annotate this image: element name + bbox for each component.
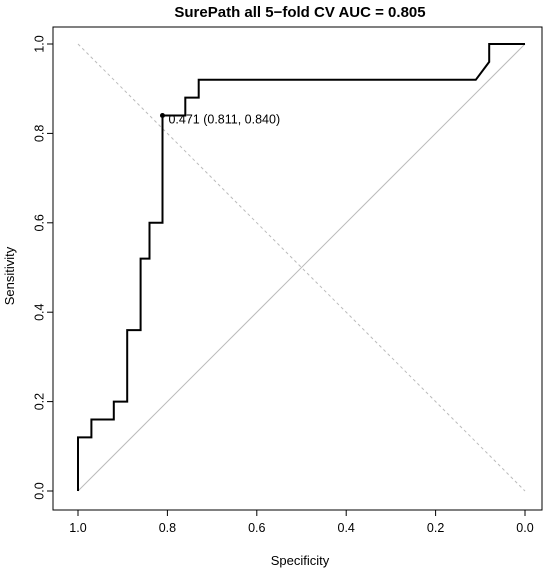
- y-axis-label: Sensitivity: [2, 246, 17, 305]
- plot-frame: [52, 26, 543, 511]
- chart-title: SurePath all 5−fold CV AUC = 0.805: [174, 4, 425, 21]
- threshold-point: [159, 113, 165, 119]
- x-tick-label: 0.4: [338, 521, 355, 535]
- threshold-label: 0.471 (0.811, 0.840): [168, 113, 280, 127]
- y-tick-label: 0.4: [32, 303, 46, 320]
- y-tick-label: 0.2: [32, 393, 46, 410]
- x-axis-label: Specificity: [271, 553, 330, 568]
- x-tick-label: 0.8: [159, 521, 176, 535]
- x-tick-label: 0.0: [516, 521, 533, 535]
- reference-line-diagonal: [77, 43, 526, 492]
- x-tick-label: 0.2: [427, 521, 444, 535]
- roc-curve: [77, 43, 525, 491]
- y-axis: 0.0 0.2 0.4 0.6 0.8 1.0: [32, 35, 53, 500]
- reference-lines: [77, 43, 526, 492]
- x-tick-label: 1.0: [69, 521, 86, 535]
- roc-curve-line: [77, 43, 525, 491]
- y-tick-label: 0.0: [32, 482, 46, 499]
- y-tick-label: 0.6: [32, 214, 46, 231]
- x-tick-label: 0.6: [248, 521, 265, 535]
- x-axis: 1.0 0.8 0.6 0.4 0.2 0.0: [69, 510, 534, 535]
- threshold-annotation: 0.471 (0.811, 0.840): [159, 113, 280, 127]
- y-tick-label: 0.8: [32, 125, 46, 142]
- y-tick-label: 1.0: [32, 35, 46, 52]
